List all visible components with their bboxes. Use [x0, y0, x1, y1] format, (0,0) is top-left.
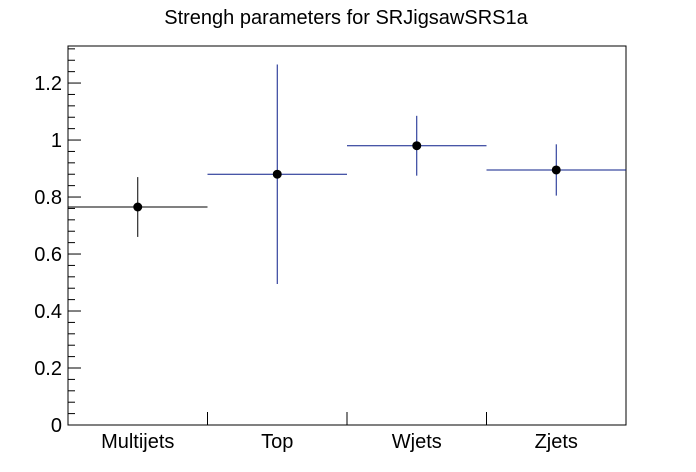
y-tick-label: 0.8 — [34, 187, 62, 209]
data-point — [551, 165, 561, 175]
y-tick-label: 0.2 — [34, 358, 62, 380]
data-marks — [68, 64, 626, 284]
y-tick-label: 0 — [51, 415, 62, 437]
x-axis: Multijets Top Wjets Zjets — [101, 412, 578, 453]
x-category-label: Zjets — [535, 431, 578, 453]
y-tick-label: 1.2 — [34, 73, 62, 95]
plot-frame — [67, 45, 627, 426]
y-tick-label: 0.4 — [34, 301, 62, 323]
data-point — [272, 169, 282, 179]
data-point — [412, 141, 422, 151]
chart-title: Strengh parameters for SRJigsawSRS1a — [164, 7, 528, 29]
data-point — [133, 202, 143, 212]
y-axis: 0 0.2 0.4 0.6 0.8 1 1.2 — [34, 48, 81, 437]
x-category-label: Wjets — [392, 431, 442, 453]
x-category-label: Multijets — [101, 431, 174, 453]
x-category-label: Top — [261, 431, 293, 453]
y-tick-label: 0.6 — [34, 244, 62, 266]
y-tick-label: 1 — [51, 130, 62, 152]
